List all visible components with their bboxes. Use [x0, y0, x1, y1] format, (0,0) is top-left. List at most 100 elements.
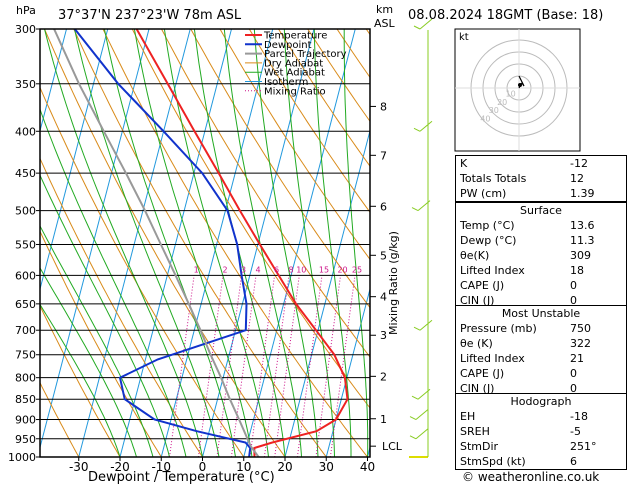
row-value: 12 [570, 172, 584, 185]
row-value: 0 [570, 367, 577, 380]
legend-label: Wet Adiabat [264, 68, 325, 79]
legend-label: Dry Adiabat [264, 58, 323, 69]
pressure-tick-label: 1000 [8, 451, 36, 464]
dry-adiabat-line [248, 29, 370, 214]
mixing-ratio-label: 6 [274, 265, 279, 274]
wet-adiabat-line [163, 29, 269, 457]
row-label: CAPE (J) [460, 367, 505, 380]
mixing-ratio-axis-title: Mixing Ratio (g/kg) [387, 231, 400, 335]
x-tick-label: 30 [319, 460, 334, 474]
km-tick-label: 3 [380, 329, 387, 342]
isotherm-line [40, 29, 109, 292]
mixing-ratio-line [216, 275, 243, 457]
row-value: 13.6 [570, 219, 595, 232]
row-value: 0 [570, 382, 577, 395]
x-tick-label: 10 [236, 460, 251, 474]
row-label: StmSpd (kt) [460, 455, 526, 468]
location-label: 37°37'N 237°23'W 78m ASL [58, 8, 242, 23]
series-parcel-trajectory [53, 29, 260, 457]
row-value: -18 [570, 410, 588, 423]
wind-barb-flag [409, 416, 417, 420]
mixing-ratio-label: 20 [337, 265, 347, 274]
km-tick-label: 1 [380, 413, 387, 426]
wind-barb-flag [413, 127, 421, 132]
isotherm-line [160, 29, 274, 457]
mixing-ratio-label: 2 [222, 265, 227, 274]
row-label: Dewp (°C) [460, 234, 517, 247]
row-label: CAPE (J) [460, 279, 505, 292]
pressure-tick-label: 850 [15, 393, 36, 406]
isotherm-line [119, 29, 232, 457]
pressure-tick-label: 500 [15, 205, 36, 218]
dry-adiabat-line [40, 381, 80, 457]
wind-barb [419, 319, 433, 331]
isotherm-line [40, 29, 67, 133]
most-unstable-table: Most Unstable Pressure (mb) 750 θe (K) 322 Li… [455, 305, 627, 397]
dry-adiabat-line [219, 29, 370, 261]
wind-barb [415, 428, 429, 440]
hodograph-table: Hodograph EH -18 SREH -5 StmDir 251° StmSpd (kt… [455, 393, 627, 470]
row-label: Totals Totals [460, 172, 527, 185]
table-row: SREH -5 [456, 424, 626, 439]
x-tick-label: -10 [151, 460, 171, 474]
plot-area [40, 29, 370, 457]
hodograph-frame [454, 28, 581, 152]
pressure-tick-label: 350 [15, 78, 36, 91]
wind-barb-flag [413, 326, 421, 331]
row-label: CIN (J) [460, 382, 495, 395]
km-tick-label: 5 [380, 249, 387, 262]
x-tick-label: -30 [69, 460, 89, 474]
height-unit-label: km [376, 3, 394, 16]
mixing-ratio-label: 3 [241, 265, 246, 274]
table-title: Surface [520, 204, 562, 217]
row-label: CIN (J) [460, 294, 495, 307]
row-label: EH [460, 410, 476, 423]
pressure-tick-label: 950 [15, 433, 36, 446]
x-tick-label: 0 [199, 460, 207, 474]
dry-adiabat-line [278, 29, 370, 168]
row-value: 0 [570, 294, 577, 307]
pressure-tick-label: 300 [15, 23, 36, 36]
series-temperature [135, 29, 349, 457]
row-value: -5 [570, 425, 581, 438]
wind-barb-flag [413, 25, 421, 30]
wind-barb [419, 120, 433, 132]
table-row: Totals Totals 12 [456, 171, 626, 186]
isotherm-line [284, 128, 370, 457]
table-row: CAPE (J) 0 [456, 278, 626, 293]
mixing-ratio-line [249, 275, 276, 457]
row-value: 21 [570, 352, 584, 365]
row-label: θe(K) [460, 249, 490, 262]
row-value: 251° [570, 440, 597, 453]
hodograph-ring-label: 40 [480, 115, 490, 124]
table-row: Lifted Index 21 [456, 351, 626, 366]
row-label: PW (cm) [460, 187, 507, 200]
hodograph-ring-label: 10 [506, 89, 516, 98]
mixing-ratio-line [197, 275, 224, 457]
hodograph-ring-label: 20 [497, 98, 507, 107]
mixing-ratio-line [315, 275, 342, 457]
row-label: θe (K) [460, 337, 493, 350]
table-row: Lifted Index 18 [456, 263, 626, 278]
row-label: SREH [460, 425, 490, 438]
surface-table: Surface Temp (°C) 13.6 Dewp (°C) 11.3 θe(K) 30… [455, 202, 627, 309]
wind-barb-flag [411, 395, 419, 400]
copyright-label: © weatheronline.co.uk [462, 470, 600, 484]
table-row: Dewp (°C) 11.3 [456, 233, 626, 248]
mixing-ratio-line [230, 275, 257, 457]
pressure-tick-label: 900 [15, 414, 36, 427]
table-row: θe (K) 322 [456, 336, 626, 351]
isotherm-line [78, 29, 191, 457]
row-value: 0 [570, 279, 577, 292]
row-label: Temp (°C) [460, 219, 515, 232]
table-row: θe(K) 309 [456, 248, 626, 263]
indices-table: K -12 Totals Totals 12 PW (cm) 1.39 [455, 155, 627, 202]
x-tick-label: 40 [360, 460, 375, 474]
mixing-ratio-label: 25 [352, 265, 362, 274]
table-title: Hodograph [510, 395, 572, 408]
pressure-tick-label: 600 [15, 269, 36, 282]
legend-label: Isotherm [264, 77, 308, 88]
pressure-tick-label: 400 [15, 125, 36, 138]
legend-label: Parcel Trajectory [264, 49, 347, 60]
